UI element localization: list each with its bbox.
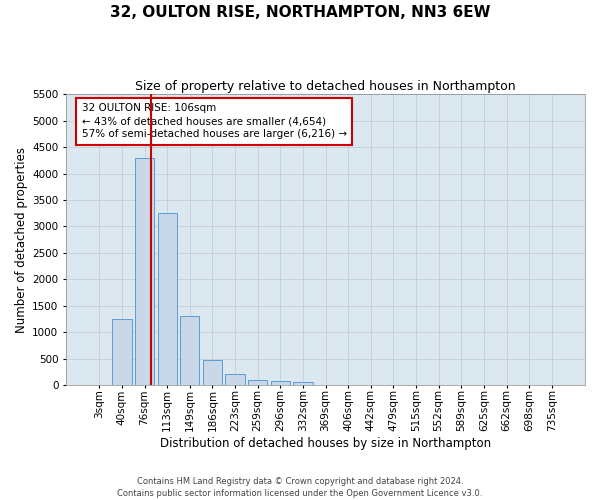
Bar (226, 374, 245, 385)
Text: Contains HM Land Registry data © Crown copyright and database right 2024.
Contai: Contains HM Land Registry data © Crown c… (118, 476, 482, 498)
Bar (271, 381, 290, 385)
X-axis label: Distribution of detached houses by size in Northampton: Distribution of detached houses by size … (160, 437, 491, 450)
Text: 32 OULTON RISE: 106sqm
← 43% of detached houses are smaller (4,654)
57% of semi-: 32 OULTON RISE: 106sqm ← 43% of detached… (82, 103, 347, 140)
Bar (158, 213, 177, 385)
Bar (203, 360, 222, 385)
Text: 32, OULTON RISE, NORTHAMPTON, NN3 6EW: 32, OULTON RISE, NORTHAMPTON, NN3 6EW (110, 5, 490, 20)
Y-axis label: Number of detached properties: Number of detached properties (15, 146, 28, 332)
Bar (180, 316, 199, 385)
Title: Size of property relative to detached houses in Northampton: Size of property relative to detached ho… (135, 80, 516, 93)
Bar (135, 158, 154, 385)
Bar (112, 319, 131, 385)
Bar (293, 382, 313, 385)
Bar (248, 380, 267, 385)
